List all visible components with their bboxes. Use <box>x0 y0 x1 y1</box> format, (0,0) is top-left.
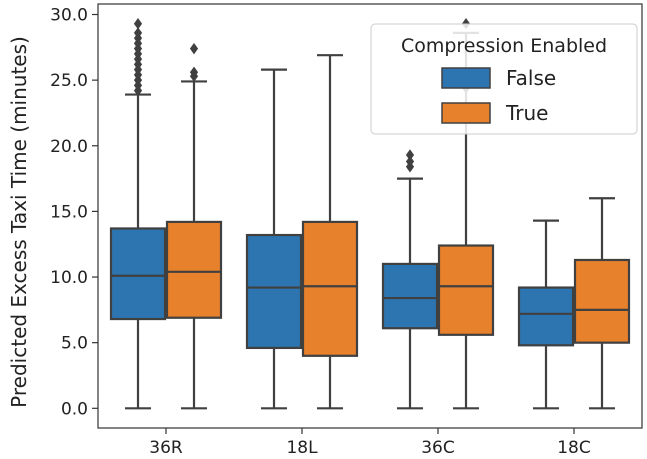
iqr-box <box>437 244 495 336</box>
iqr-box <box>381 262 439 330</box>
legend-swatch-false <box>441 67 491 89</box>
iqr-box <box>245 233 303 350</box>
plot-frame <box>97 3 643 429</box>
y-axis-title: Predicted Excess Taxi Time (minutes) <box>7 36 31 408</box>
outlier-point <box>405 155 415 168</box>
outlier-point <box>133 18 143 30</box>
y-tick-label: 0.0 <box>61 399 88 419</box>
legend-label-true: True <box>505 101 548 125</box>
y-tick-label: 30.0 <box>50 6 88 26</box>
y-tick-label: 20.0 <box>50 137 88 157</box>
outlier-point <box>189 66 199 78</box>
y-tick-label: 25.0 <box>50 71 88 91</box>
x-tick-label: 18L <box>286 438 318 458</box>
iqr-box <box>517 286 575 347</box>
box-true-36r <box>165 42 223 410</box>
legend-title: Compression Enabled <box>401 35 607 57</box>
x-tick-label: 36R <box>149 438 183 458</box>
y-axis: 0.0 5.0 10.0 15.0 20.0 25.0 30.0 <box>50 6 98 419</box>
iqr-box <box>165 220 223 319</box>
x-tick-label: 36C <box>421 438 455 458</box>
legend: Compression Enabled False True <box>370 23 638 135</box>
box-true-18c <box>573 197 631 410</box>
legend-label-false: False <box>506 66 556 90</box>
box-true-18l <box>301 54 359 410</box>
outlier-point <box>189 42 199 55</box>
iqr-box <box>573 258 631 344</box>
legend-box <box>370 23 638 135</box>
outlier-point <box>405 149 415 161</box>
x-tick-label: 18C <box>557 438 591 458</box>
box-false-36r <box>109 18 167 410</box>
y-tick-label: 5.0 <box>61 334 88 354</box>
x-axis: 36R 18L 36C 18C <box>149 428 591 458</box>
legend-swatch-true <box>441 102 491 124</box>
plot-area <box>109 18 631 410</box>
y-tick-label: 10.0 <box>50 268 88 288</box>
iqr-box <box>109 227 167 321</box>
box-false-18l <box>245 68 303 410</box>
iqr-box <box>301 220 359 357</box>
box-false-36c <box>381 149 439 410</box>
y-tick-label: 15.0 <box>50 202 88 222</box>
outlier-point <box>133 27 143 39</box>
box-false-18c <box>517 219 575 410</box>
